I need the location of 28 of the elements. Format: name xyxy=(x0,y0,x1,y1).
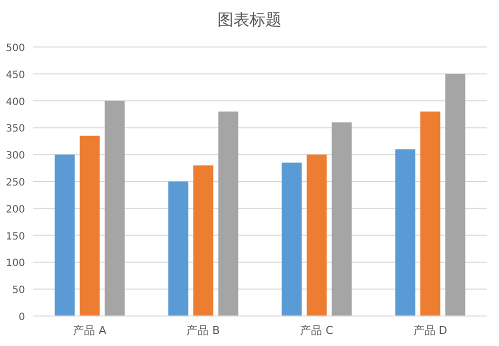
y-tick-label: 400 xyxy=(6,96,25,108)
bar xyxy=(395,149,416,316)
y-tick-label: 250 xyxy=(6,178,25,188)
bar xyxy=(218,112,238,316)
chart-title: 图表标题 xyxy=(218,10,282,29)
bar xyxy=(168,182,188,316)
y-tick-label: 0 xyxy=(18,312,25,323)
y-tick-label: 50 xyxy=(12,285,25,296)
x-tick-label: 产品 A xyxy=(73,324,107,337)
y-tick-label: 500 xyxy=(6,43,25,54)
x-tick-label: 产品 C xyxy=(300,324,334,337)
y-tick-label: 150 xyxy=(6,231,25,242)
bar xyxy=(420,112,440,316)
x-tick-label: 产品 D xyxy=(413,324,448,337)
y-tick-label: 300 xyxy=(6,150,25,162)
bar xyxy=(80,136,100,316)
bar xyxy=(282,162,302,316)
x-tick-label: 产品 B xyxy=(186,324,220,337)
y-tick-label: 200 xyxy=(6,204,25,216)
bar xyxy=(104,100,125,316)
bar xyxy=(332,122,352,316)
bar xyxy=(306,154,327,316)
bar xyxy=(445,74,466,316)
bar xyxy=(54,154,75,316)
bar xyxy=(193,165,214,316)
y-tick-label: 450 xyxy=(6,70,25,81)
y-tick-label: 100 xyxy=(6,258,25,270)
y-tick-label: 350 xyxy=(6,124,25,135)
